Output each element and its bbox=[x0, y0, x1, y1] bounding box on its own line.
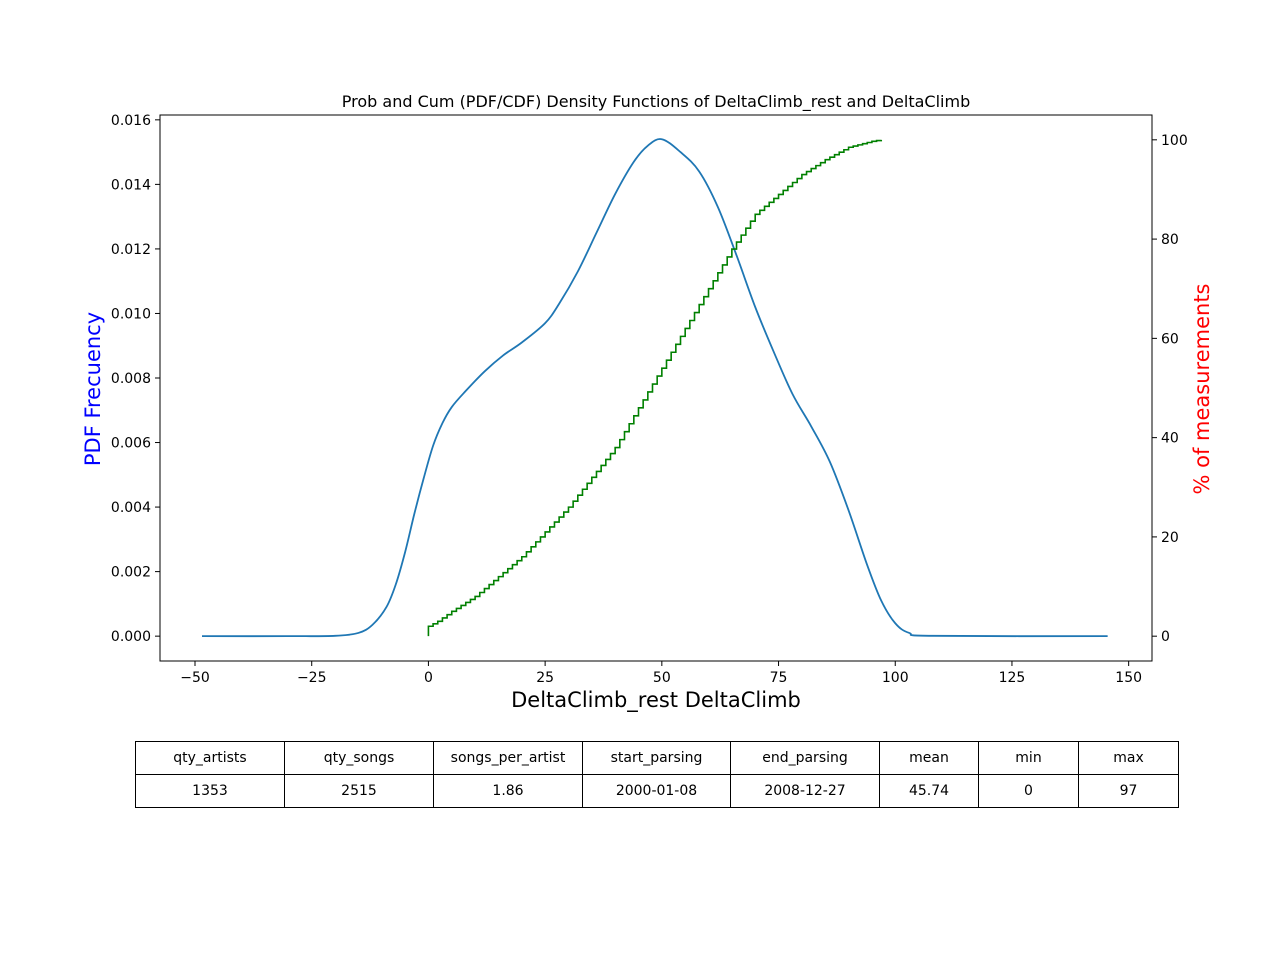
y-left-tick-label: 0.016 bbox=[111, 113, 151, 129]
table-header-cell: end_parsing bbox=[730, 741, 880, 775]
y-right-tick-label: 20 bbox=[1161, 530, 1179, 546]
table-header-row: qty_artists qty_songs songs_per_artist s… bbox=[135, 741, 1179, 775]
y-axis-left-label: PDF Frecuency bbox=[81, 312, 105, 466]
pdf-curve bbox=[202, 138, 1108, 638]
x-tick-label: 0 bbox=[424, 670, 433, 686]
table-header-cell: mean bbox=[879, 741, 979, 775]
table-cell: 97 bbox=[1078, 774, 1179, 808]
y-left-tick-label: 0.012 bbox=[111, 242, 151, 258]
y-left-tick-label: 0.014 bbox=[111, 177, 151, 193]
table-cell: 45.74 bbox=[879, 774, 979, 808]
x-tick-label: 100 bbox=[882, 670, 909, 686]
y-right-tick-label: 0 bbox=[1161, 629, 1170, 645]
table-cell: 2000-01-08 bbox=[582, 774, 731, 808]
y-left-tick-label: 0.010 bbox=[111, 306, 151, 322]
table-header-cell: start_parsing bbox=[582, 741, 731, 775]
table-cell: 0 bbox=[978, 774, 1079, 808]
x-tick-label: 125 bbox=[999, 670, 1026, 686]
y-right-tick-label: 60 bbox=[1161, 331, 1179, 347]
table-header-cell: max bbox=[1078, 741, 1179, 775]
x-axis-label: DeltaClimb_rest DeltaClimb bbox=[511, 688, 801, 713]
y-left-tick-label: 0.004 bbox=[111, 500, 151, 516]
table-cell: 2515 bbox=[284, 774, 434, 808]
table-header-cell: min bbox=[978, 741, 1079, 775]
y-left-tick-label: 0.002 bbox=[111, 565, 151, 581]
plot-frame bbox=[159, 114, 1153, 662]
y-axis-right: 0 20 40 60 80 100 bbox=[1152, 133, 1188, 645]
series-layer bbox=[202, 138, 1108, 638]
stats-table: qty_artists qty_songs songs_per_artist s… bbox=[135, 741, 1179, 808]
table-row: 1353 2515 1.86 2000-01-08 2008-12-27 45.… bbox=[135, 774, 1179, 808]
x-tick-label: 25 bbox=[536, 670, 554, 686]
table-cell: 2008-12-27 bbox=[730, 774, 880, 808]
table-header-cell: qty_songs bbox=[284, 741, 434, 775]
table-cell: 1.86 bbox=[433, 774, 583, 808]
y-left-tick-label: 0.000 bbox=[111, 629, 151, 645]
x-tick-label: 150 bbox=[1115, 670, 1142, 686]
x-tick-label: −50 bbox=[180, 670, 210, 686]
y-right-tick-label: 80 bbox=[1161, 232, 1179, 248]
y-left-tick-label: 0.008 bbox=[111, 371, 151, 387]
y-right-tick-label: 100 bbox=[1161, 133, 1188, 149]
x-tick-label: −25 bbox=[297, 670, 327, 686]
x-axis: −50 −25 0 25 50 75 100 125 150 bbox=[180, 661, 1142, 686]
table-cell: 1353 bbox=[135, 774, 285, 808]
table-header-cell: songs_per_artist bbox=[433, 741, 583, 775]
table-header-cell: qty_artists bbox=[135, 741, 285, 775]
cdf-step-curve bbox=[427, 139, 883, 637]
y-left-tick-label: 0.006 bbox=[111, 436, 151, 452]
y-axis-right-label: % of measurements bbox=[1190, 284, 1214, 495]
x-tick-label: 75 bbox=[770, 670, 788, 686]
chart-title: Prob and Cum (PDF/CDF) Density Functions… bbox=[342, 92, 970, 112]
y-axis-left: 0.000 0.002 0.004 0.006 0.008 0.010 0.012 0.014… bbox=[111, 113, 160, 645]
pdf-cdf-chart: Prob and Cum (PDF/CDF) Density Functions… bbox=[81, 92, 1214, 713]
y-right-tick-label: 40 bbox=[1161, 431, 1179, 447]
x-tick-label: 50 bbox=[653, 670, 671, 686]
